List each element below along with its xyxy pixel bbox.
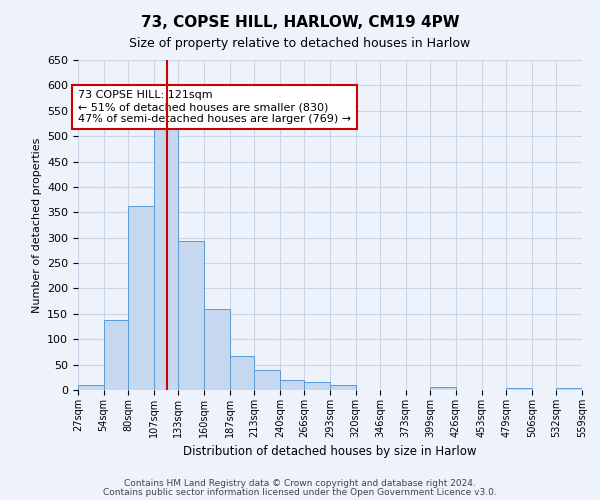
Bar [506, 388, 532, 390]
Text: 73, COPSE HILL, HARLOW, CM19 4PW: 73, COPSE HILL, HARLOW, CM19 4PW [140, 15, 460, 30]
Bar [304, 382, 330, 390]
Bar [204, 309, 230, 390]
Bar [430, 388, 456, 390]
Bar [104, 320, 128, 390]
Bar [280, 380, 304, 390]
Text: 73 COPSE HILL: 121sqm
← 51% of detached houses are smaller (830)
47% of semi-det: 73 COPSE HILL: 121sqm ← 51% of detached … [78, 90, 351, 124]
Text: Contains HM Land Registry data © Crown copyright and database right 2024.: Contains HM Land Registry data © Crown c… [124, 479, 476, 488]
Bar [230, 356, 254, 390]
Text: Contains public sector information licensed under the Open Government Licence v3: Contains public sector information licen… [103, 488, 497, 497]
Bar [254, 370, 280, 390]
Bar [330, 385, 356, 390]
Bar [178, 241, 204, 390]
Bar [154, 116, 178, 390]
Bar [556, 388, 582, 390]
Text: Size of property relative to detached houses in Harlow: Size of property relative to detached ho… [130, 38, 470, 51]
Bar [78, 385, 104, 390]
Bar [128, 206, 154, 390]
X-axis label: Distribution of detached houses by size in Harlow: Distribution of detached houses by size … [183, 446, 477, 458]
Y-axis label: Number of detached properties: Number of detached properties [32, 138, 41, 312]
